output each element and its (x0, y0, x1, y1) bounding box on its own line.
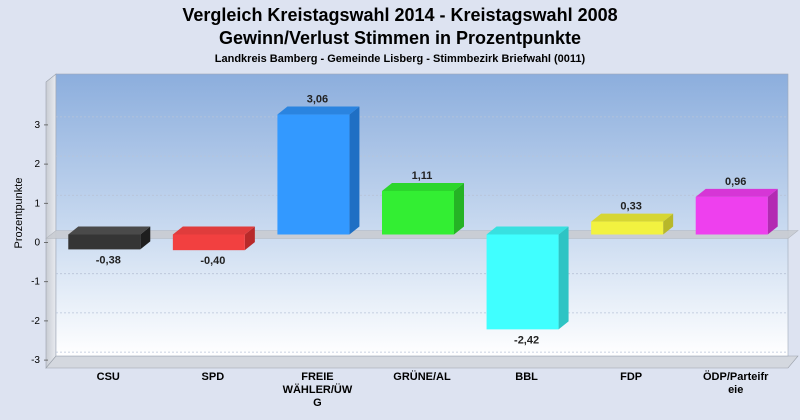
bar-top (695, 188, 778, 197)
bar-side (767, 188, 778, 235)
category-label-line: WÄHLER/ÜW (283, 383, 353, 396)
y-tick-label: -1 (31, 277, 40, 288)
chart-title-line2: Gewinn/Verlust Stimmen in Prozentpunkte (218, 28, 582, 48)
bar-front (277, 114, 350, 235)
y-tick-label: -3 (31, 355, 40, 366)
bar-top (486, 226, 569, 235)
data-label: 1,11 (412, 170, 433, 182)
chart-title: Vergleich Kreistagswahl 2014 - Kreistags… (182, 5, 618, 25)
bar-top (68, 226, 151, 235)
data-label: -0,40 (200, 255, 225, 267)
bar-4 (382, 182, 464, 235)
y-tick-label: 2 (34, 159, 40, 170)
category-label-line: G (313, 397, 322, 409)
plot-floor (45, 355, 799, 369)
category-label: CSU (97, 371, 120, 383)
bar-side (244, 226, 255, 251)
bar-top (382, 182, 464, 191)
bar-6 (591, 213, 674, 235)
bar-side (349, 106, 360, 235)
y-tick-label: 1 (34, 198, 40, 209)
chart-subtitle: Landkreis Bamberg - Gemeinde Lisberg - S… (214, 53, 586, 65)
category-label-line: GRÜNE/AL (393, 370, 451, 383)
bar-side (663, 213, 674, 235)
category-label: GRÜNE/AL (393, 370, 451, 383)
category-label-line: ÖDP/Parteifr (703, 370, 769, 383)
bar-side (140, 226, 151, 250)
category-label-line: FREIE (301, 371, 333, 383)
bar-front (486, 234, 559, 330)
bar-front (68, 234, 141, 250)
bar-side (454, 182, 464, 235)
y-axis-label: Prozentpunkte (13, 178, 25, 249)
category-label-line: BBL (515, 371, 538, 383)
bar-side (558, 226, 569, 330)
data-label: -0,38 (96, 254, 121, 266)
bar-7 (695, 188, 778, 235)
y-tick-label: 0 (34, 238, 40, 249)
category-label: ÖDP/Parteifr eie (703, 370, 769, 396)
y-tick-label: -2 (31, 316, 40, 327)
category-label-line: SPD (202, 371, 225, 383)
bar-front (382, 190, 454, 235)
bar-front (695, 196, 768, 235)
plot-left-wall (45, 73, 57, 369)
bar-top (591, 213, 674, 222)
category-label: FREIE WÄHLER/ÜW G (283, 371, 353, 409)
y-tick-label: 3 (34, 120, 40, 131)
data-label: -2,42 (514, 334, 539, 346)
chart-titles: Vergleich Kreistagswahl 2014 - Kreistags… (0, 0, 800, 67)
bar-3 (277, 106, 360, 235)
category-label: SPD (202, 371, 225, 383)
bar-2 (172, 226, 255, 251)
bar-top (172, 226, 255, 235)
category-label-line: eie (728, 384, 743, 396)
bar-top (277, 106, 360, 115)
bar-5 (486, 226, 569, 330)
data-label: 0,33 (620, 201, 641, 213)
bar-front (591, 221, 664, 235)
category-label-line: CSU (97, 371, 120, 383)
data-label: 0,96 (725, 176, 746, 188)
category-label: BBL (515, 371, 538, 383)
bar-1 (68, 226, 151, 250)
category-label-line: FDP (620, 371, 642, 383)
data-label: 3,06 (307, 94, 328, 106)
category-label: FDP (620, 371, 642, 383)
bar-front (172, 234, 245, 251)
